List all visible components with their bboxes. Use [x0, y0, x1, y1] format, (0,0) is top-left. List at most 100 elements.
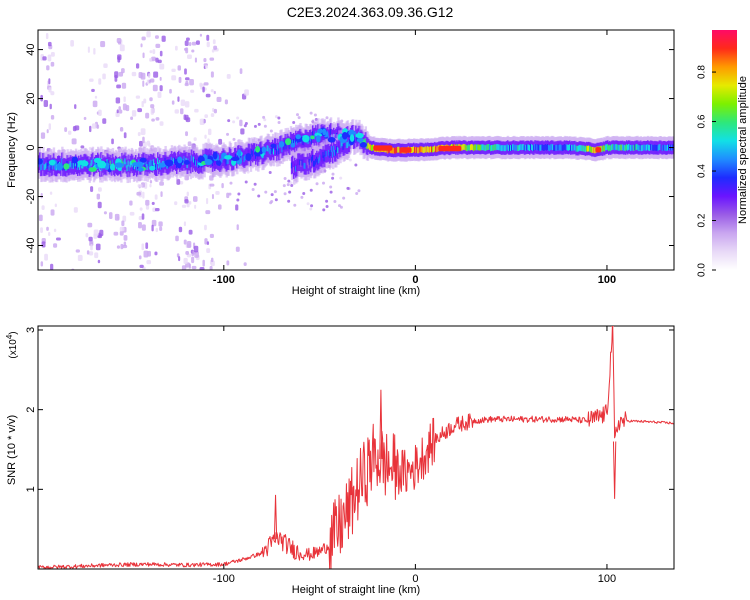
spectrogram-noise-cell [47, 54, 52, 62]
spectrogram-noise-cell [157, 91, 162, 99]
spectrogram-noise-cell [129, 211, 135, 216]
spectrogram-peak-segment [438, 145, 462, 152]
spectrogram-noise-cell [159, 85, 163, 92]
spectrogram-noise-cell [191, 256, 195, 264]
spectrogram-blob [278, 141, 285, 148]
spectrogram-noise-cell [147, 250, 151, 257]
spectrogram-noise-cell [257, 122, 261, 126]
spectrogram-noise-cell [302, 191, 306, 195]
spectrogram-noise-cell [184, 40, 189, 47]
spectrogram-noise-cell [269, 129, 273, 133]
spectrogram-noise-cell [202, 86, 205, 93]
spectrogram-blob [164, 159, 174, 167]
spectrogram-noise-cell [194, 108, 199, 113]
spectrogram-noise-cell [244, 121, 248, 125]
spectrogram-y-tick-label: 40 [25, 43, 37, 55]
spectrogram-noise-cell [243, 124, 247, 128]
spectrogram-noise-cell [207, 138, 210, 144]
spectrogram-noise-cell [141, 100, 144, 108]
spectrogram-y-tick-label: -40 [25, 238, 37, 254]
spectrogram-noise-cell [87, 46, 90, 53]
spectrogram-noise-cell [190, 89, 195, 93]
spectrogram-noise-cell [300, 195, 304, 199]
spectrogram-noise-cell [171, 100, 175, 105]
spectrogram-x-ticks: -100 0 100 [213, 30, 616, 286]
spectrogram-noise-cell [202, 259, 205, 267]
spectrogram-blob [237, 149, 242, 157]
snr-y-ticks: 1 2 3 [25, 327, 674, 492]
spectrogram-noise-cell [159, 181, 164, 186]
spectrogram-noise-cell [46, 129, 49, 134]
spectrogram-noise-cell [210, 257, 214, 263]
spectrogram-noise-cell [148, 73, 151, 79]
spectrogram-blob [348, 129, 356, 136]
spectrogram-blob [285, 138, 292, 146]
spectrogram-noise-cell [121, 220, 125, 227]
spectrogram-noise-cell [263, 124, 267, 128]
spectrogram-noise-cell [169, 88, 172, 94]
spectrogram-noise-cell [151, 118, 155, 122]
spectrogram-noise-cell [142, 52, 145, 59]
spectrogram-noise-cell [40, 132, 46, 139]
spectrogram-noise-cell [209, 233, 214, 239]
spectrogram-blob [322, 128, 327, 136]
spectrogram-noise-cell [103, 211, 107, 215]
spectrogram-noise-cell [195, 40, 200, 45]
spectrogram-y-tick-label: 0 [25, 144, 37, 150]
spectrogram-noise-cell [270, 199, 274, 203]
spectrogram-noise-cell [253, 124, 257, 128]
spectrogram-noise-cell [216, 96, 222, 102]
spectrogram-blob [88, 167, 97, 172]
spectrogram-noise-cell [149, 97, 153, 102]
colorbar-tick-label: 0.8 [697, 65, 708, 79]
spectrogram-noise-cell [141, 224, 146, 231]
snr-y-tick-label: 1 [25, 486, 37, 492]
colorbar-tick-label: 0.0 [697, 263, 708, 277]
spectrogram-noise-cell [137, 108, 143, 113]
spectrogram-noise-cell [203, 57, 207, 63]
spectrogram-noise-cell [121, 82, 127, 89]
spectrogram-blob [216, 160, 222, 166]
spectrogram-noise-cell [355, 191, 359, 195]
spectrogram-noise-cell [150, 108, 154, 115]
spectrogram-noise-cell [193, 196, 198, 202]
spectrogram-noise-cell [337, 204, 341, 208]
spectrogram-noise-cell [235, 204, 239, 211]
spectrogram-noise-cell [274, 115, 278, 119]
spectrogram-noise-cell [75, 249, 80, 253]
spectrogram-noise-cell [199, 33, 203, 37]
spectrogram-noise-cell [188, 229, 193, 235]
spectrogram-noise-cell [116, 37, 122, 44]
spectrogram-noise-cell [244, 180, 248, 184]
spectrogram-noise-cell [183, 47, 188, 51]
spectrogram-noise-cell [293, 203, 297, 207]
spectrogram-noise-cell [94, 95, 98, 99]
spectrogram-noise-cell [67, 130, 72, 135]
spectrogram-noise-cell [143, 141, 147, 149]
spectrogram-noise-cell [277, 120, 281, 124]
spectrogram-noise-cell [138, 255, 142, 260]
spectrogram-noise-cell [136, 191, 142, 196]
spectrogram-noise-cell [185, 251, 190, 255]
spectrogram-noise-cell [49, 191, 53, 195]
snr-y-label: SNR (10 * v/v) [6, 415, 18, 485]
snr-peak [612, 441, 617, 499]
snr-series-line [38, 326, 674, 569]
spectrogram-noise-cell [148, 79, 151, 84]
spectrogram-noise-cell [155, 227, 158, 233]
spectrogram-noise-cell [122, 215, 127, 222]
spectrogram-noise-cell [246, 170, 250, 174]
spectrogram-noise-cell [171, 75, 177, 81]
spectrogram-noise-cell [236, 224, 239, 231]
spectrogram-blob [230, 156, 240, 161]
spectrogram-noise-cell [217, 204, 222, 210]
spectrogram-noise-cell [251, 187, 255, 191]
spectrogram-blob [139, 157, 147, 163]
spectrogram-noise-cell [292, 120, 296, 124]
spectrogram-noise-cell [159, 63, 165, 70]
spectrogram-noise-cell [100, 40, 106, 48]
spectrogram-noise-cell [178, 76, 182, 84]
spectrogram-noise-cell [224, 99, 228, 105]
spectrogram-blob [157, 162, 167, 168]
spectrogram-blob [317, 128, 324, 134]
